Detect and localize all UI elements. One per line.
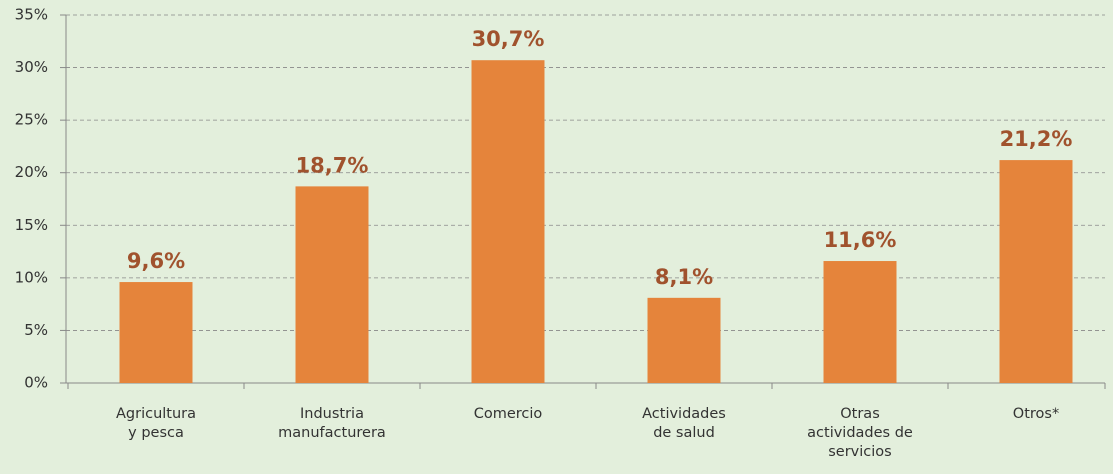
- y-tick-label: 35%: [15, 6, 48, 24]
- value-label: 8,1%: [655, 265, 713, 289]
- y-tick-label: 10%: [15, 268, 48, 286]
- x-tick-label: manufacturera: [278, 425, 386, 441]
- bar: [119, 282, 193, 383]
- value-label: 18,7%: [296, 153, 369, 177]
- y-tick-label: 15%: [15, 216, 48, 234]
- x-tick-label: Otras: [840, 406, 880, 422]
- x-tick-label: de salud: [653, 425, 715, 441]
- y-tick-label: 20%: [15, 163, 48, 181]
- x-tick-label: servicios: [828, 444, 891, 460]
- value-label: 21,2%: [1000, 127, 1073, 151]
- y-tick-label: 30%: [15, 58, 48, 76]
- value-label: 30,7%: [472, 27, 545, 51]
- value-label: 11,6%: [824, 228, 897, 252]
- bar: [823, 261, 897, 383]
- x-tick-label: actividades de: [807, 425, 913, 441]
- bar: [471, 60, 545, 384]
- x-tick-label: Agricultura: [116, 406, 196, 422]
- x-tick-label: Comercio: [474, 406, 543, 422]
- y-tick-label: 25%: [15, 111, 48, 129]
- bar: [999, 160, 1073, 383]
- bar: [295, 186, 369, 383]
- y-tick-label: 5%: [24, 321, 48, 339]
- bar: [647, 297, 721, 383]
- y-tick-label: 0%: [24, 374, 48, 392]
- x-tick-label: Actividades: [642, 406, 726, 422]
- x-tick-label: Industria: [300, 406, 364, 422]
- x-tick-label: Otros*: [1013, 406, 1059, 422]
- value-label: 9,6%: [127, 249, 185, 273]
- x-tick-label: y pesca: [128, 425, 184, 441]
